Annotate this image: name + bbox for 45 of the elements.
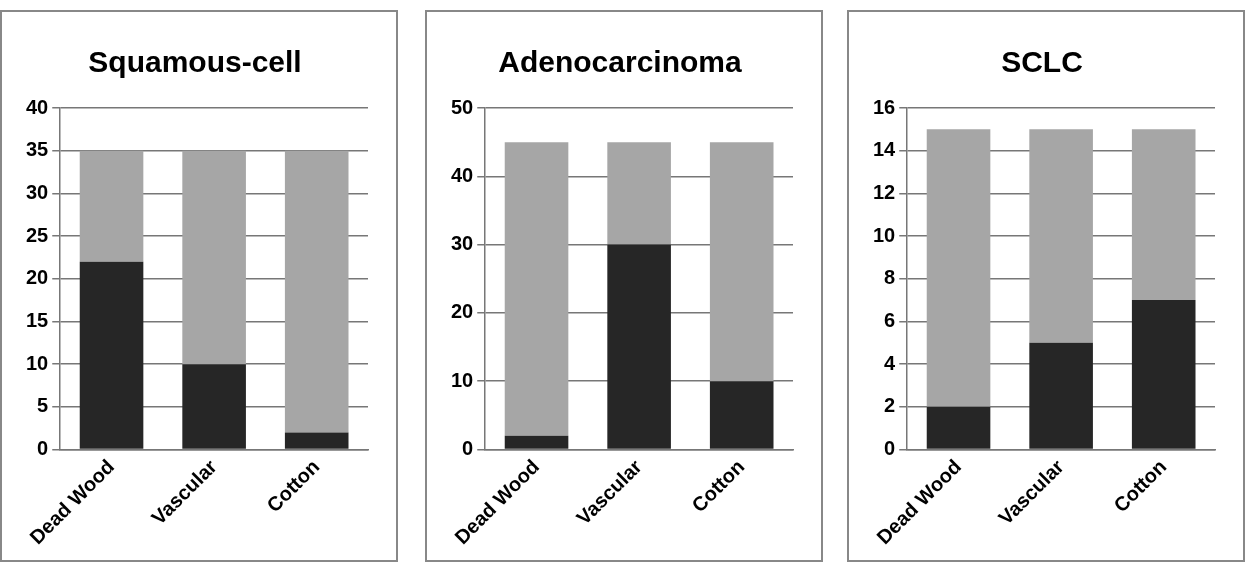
y-tick-label: 16 [873, 95, 896, 118]
y-tick-label: 4 [884, 351, 897, 374]
y-tick-label: 40 [26, 95, 49, 118]
bar [1131, 129, 1196, 301]
y-tick-label: 20 [451, 300, 474, 323]
y-tick-label: 2 [884, 394, 896, 417]
bar [709, 142, 774, 382]
bar [79, 150, 144, 262]
bar [709, 381, 774, 449]
bar [1131, 300, 1196, 449]
y-tick-label: 8 [884, 266, 896, 289]
y-tick-label: 30 [26, 180, 49, 203]
y-tick-label: 50 [451, 95, 474, 118]
chart-title: SCLC [1001, 45, 1083, 79]
bar [926, 129, 991, 407]
y-tick-label: 40 [451, 163, 474, 186]
bar [284, 432, 349, 449]
bar [79, 261, 144, 449]
bar [504, 435, 569, 449]
bar [607, 142, 671, 245]
y-tick-label: 30 [451, 232, 474, 255]
y-tick-label: 20 [26, 266, 49, 289]
y-tick-label: 0 [462, 437, 474, 460]
y-tick-label: 5 [37, 394, 49, 417]
y-tick-label: 15 [26, 308, 49, 331]
bar [926, 406, 991, 449]
bar [1029, 342, 1093, 449]
bar [607, 244, 671, 449]
bar [1029, 129, 1093, 343]
bar [504, 142, 569, 436]
y-tick-label: 25 [26, 223, 49, 246]
chart-title: Squamous-cell [88, 45, 302, 79]
y-tick-label: 35 [26, 138, 49, 161]
bar [284, 150, 349, 433]
chart-title: Adenocarcinoma [498, 45, 743, 79]
y-tick-label: 0 [37, 437, 49, 460]
y-tick-label: 12 [873, 180, 896, 203]
y-tick-label: 0 [884, 437, 896, 460]
bar [182, 150, 246, 365]
y-tick-label: 14 [873, 138, 897, 161]
bar [182, 364, 246, 449]
y-tick-label: 6 [884, 308, 896, 331]
y-tick-label: 10 [873, 223, 896, 246]
y-tick-label: 10 [26, 351, 49, 374]
y-tick-label: 10 [451, 368, 474, 391]
